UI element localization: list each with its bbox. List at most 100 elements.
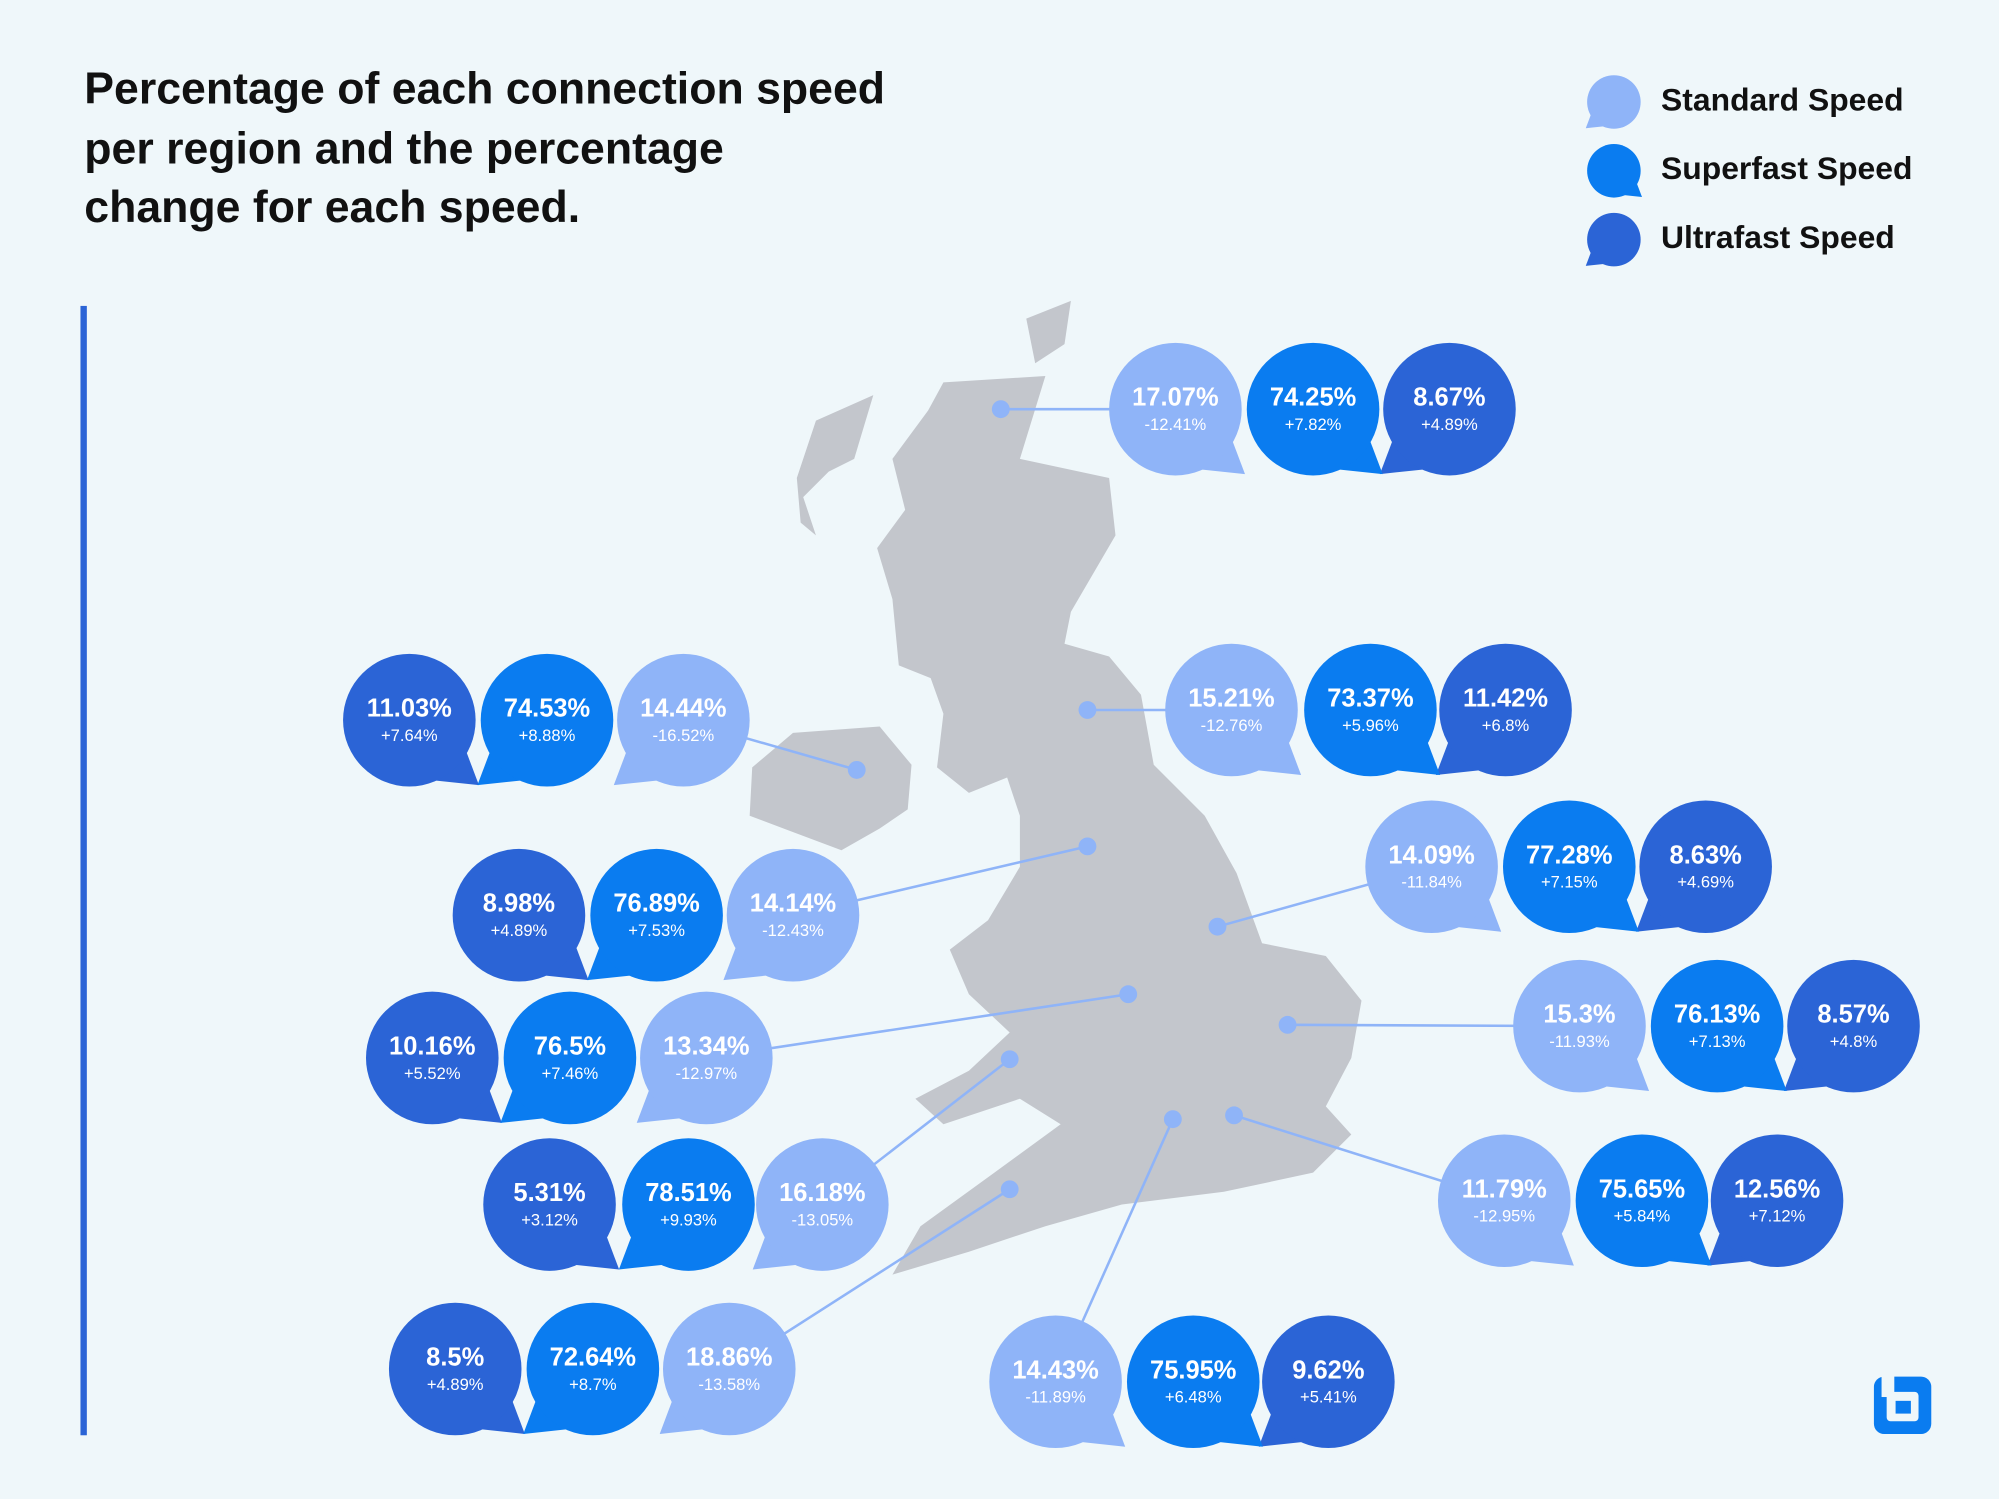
bubble-change: -12.97% (675, 1064, 737, 1083)
region: 11.42% +6.8% 73.37% +5.96% 15.21% -12.76% (1078, 643, 1572, 777)
bubble (388, 1302, 522, 1436)
bubble-value: 8.57% (1817, 1001, 1889, 1029)
bubble (365, 991, 499, 1125)
accent-bar (80, 305, 87, 1436)
region: 8.57% +4.8% 76.13% +7.13% 15.3% -11.93% (1278, 959, 1920, 1093)
bubble (480, 653, 614, 787)
islands (1026, 300, 1071, 364)
bubble (1126, 1315, 1260, 1449)
bubble (1587, 75, 1641, 129)
bubble-value: 14.09% (1388, 841, 1474, 869)
bubble-change: +7.53% (628, 921, 685, 940)
legend: Standard Speed Superfast Speed Ultrafast S… (1585, 75, 1912, 267)
title-line: Percentage of each connection speed (84, 65, 885, 114)
bubble (1437, 1134, 1571, 1268)
legend-label: Superfast Speed (1661, 150, 1912, 186)
bubble-change: -12.76% (1201, 716, 1263, 735)
bubble-change: +7.13% (1689, 1032, 1746, 1051)
bubble-value: 14.43% (1012, 1356, 1098, 1384)
bubble-value: 73.37% (1327, 685, 1413, 713)
bubble (756, 1138, 889, 1271)
region: 8.63% +4.69% 77.28% +7.15% 14.09% -11.84% (1208, 800, 1772, 936)
region-dot (1078, 701, 1097, 719)
region-dot (991, 400, 1010, 419)
bubble-value: 5.31% (513, 1179, 585, 1207)
bubble-value: 8.63% (1670, 841, 1742, 869)
title-line: per region and the percentage (84, 124, 724, 173)
bubble-change: -12.41% (1145, 415, 1207, 434)
region: 8.5% +4.89% 72.64% +8.7% 18.86% -13.58% (388, 1180, 1019, 1436)
bubble-change: +4.89% (491, 921, 548, 940)
region-dot (1208, 917, 1227, 936)
bubble-change: +7.15% (1541, 873, 1598, 892)
bubble-value: 13.34% (663, 1033, 749, 1061)
bubble (1165, 643, 1298, 777)
region-dot (1278, 1015, 1297, 1034)
northern-ireland (749, 726, 912, 851)
bubble-change: +5.96% (1342, 716, 1399, 735)
region: 10.16% +5.52% 76.5% +7.46% 13.34% -12.97% (365, 985, 1138, 1125)
bubble-change: -16.52% (653, 726, 715, 745)
bubble-change: +6.48% (1165, 1388, 1222, 1407)
bubble-change: -11.84% (1401, 873, 1462, 892)
regions: 8.67% +4.89% 74.25% +7.82% 17.07% -12.41% 11.4… (343, 342, 1920, 1449)
bubble-change: +5.52% (404, 1064, 461, 1083)
bubble-change: +6.8% (1482, 716, 1530, 735)
bubble-change: -13.05% (791, 1210, 853, 1229)
logo (1873, 1371, 1932, 1434)
region-dot (847, 760, 866, 779)
bubble (503, 991, 637, 1125)
region-dot (1225, 1106, 1243, 1125)
bubble (622, 1138, 755, 1271)
bubble (343, 653, 476, 787)
bubble-value: 14.14% (750, 890, 836, 918)
region: 8.98% +4.89% 76.89% +7.53% 14.14% -12.43% (452, 837, 1097, 982)
bubble-value: 15.21% (1188, 685, 1274, 713)
bubble (452, 848, 586, 982)
bubble-change: -13.58% (698, 1375, 760, 1394)
bubble-change: +4.8% (1830, 1032, 1878, 1051)
bubble-change: +9.93% (660, 1210, 717, 1229)
bubble-change: +3.12% (521, 1210, 578, 1229)
bubble (1502, 800, 1636, 934)
bubble (1575, 1134, 1709, 1268)
bubble-change: +8.7% (569, 1375, 617, 1394)
bubble-value: 15.3% (1543, 1001, 1615, 1029)
bubble-value: 76.5% (534, 1033, 606, 1061)
bubble-value: 17.07% (1132, 384, 1218, 412)
bubble-change: -11.93% (1549, 1032, 1610, 1051)
bubble-change: +4.89% (1421, 415, 1478, 434)
bubble-change: +7.12% (1749, 1207, 1806, 1226)
bubble-change: +7.64% (381, 726, 438, 745)
region-dot (1078, 837, 1097, 856)
bubble-change: +8.88% (519, 726, 576, 745)
bubble-change: +4.69% (1677, 873, 1734, 892)
bubble-value: 8.67% (1413, 384, 1485, 412)
great-britain (877, 376, 1362, 1275)
bubble (726, 848, 860, 982)
bubble (483, 1138, 616, 1271)
connector (706, 992, 1129, 1060)
bubble-value: 76.13% (1674, 1001, 1760, 1029)
bubble (1587, 212, 1641, 267)
bubble-value: 11.03% (367, 695, 452, 723)
bubble (1587, 144, 1641, 198)
bubble-value: 75.65% (1599, 1175, 1685, 1203)
bubble (1513, 959, 1646, 1093)
bubble-value: 9.62% (1292, 1356, 1364, 1384)
region: 8.67% +4.89% 74.25% +7.82% 17.07% -12.41% (991, 342, 1516, 476)
legend-label: Ultrafast Speed (1661, 219, 1895, 255)
bubble (1262, 1315, 1395, 1449)
bubble (1439, 643, 1572, 777)
bubble-value: 8.98% (483, 890, 555, 918)
bubble-value: 11.42% (1463, 685, 1548, 713)
bubble (590, 848, 723, 982)
bubble-value: 74.25% (1270, 384, 1356, 412)
bubble-value: 77.28% (1526, 841, 1612, 869)
bubble (1710, 1134, 1844, 1268)
bubble-change: +5.41% (1300, 1388, 1357, 1407)
region: 11.03% +7.64% 74.53% +8.88% 14.44% -16.52% (343, 653, 866, 787)
bubble (1304, 643, 1437, 777)
